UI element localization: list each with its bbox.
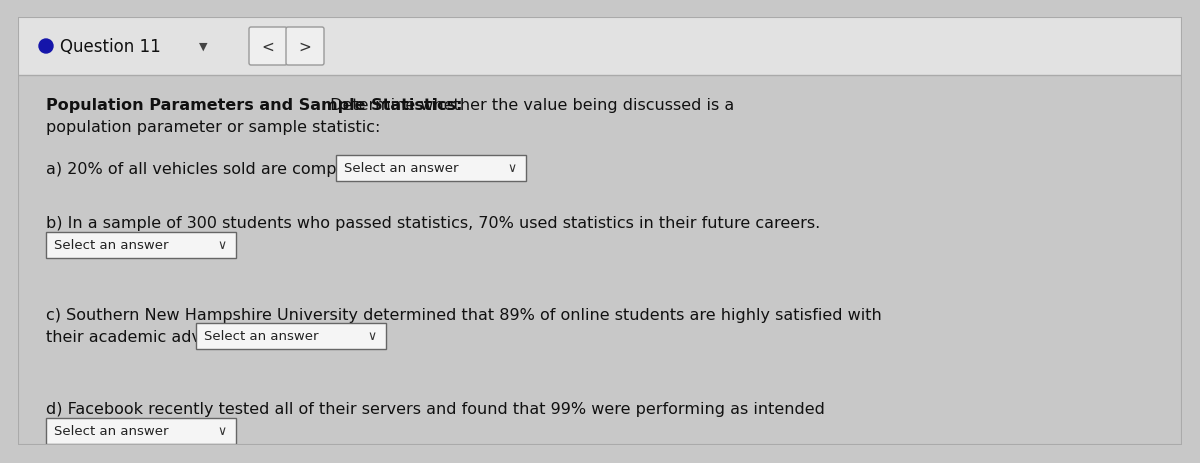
Text: b) In a sample of 300 students who passed statistics, 70% used statistics in the: b) In a sample of 300 students who passe…	[46, 216, 821, 231]
Text: Select an answer: Select an answer	[343, 162, 458, 175]
Text: ∨: ∨	[367, 330, 377, 343]
Text: ∨: ∨	[508, 162, 516, 175]
Text: a) 20% of all vehicles sold are compact cars.: a) 20% of all vehicles sold are compact …	[46, 162, 406, 176]
Bar	[46, 418, 236, 444]
Text: ▼: ▼	[199, 42, 208, 52]
Text: d) Facebook recently tested all of their servers and found that 99% were perform: d) Facebook recently tested all of their…	[46, 401, 824, 416]
Text: Select an answer: Select an answer	[54, 425, 168, 438]
FancyBboxPatch shape	[250, 28, 287, 66]
Bar	[18, 18, 1182, 76]
Text: c) Southern New Hampshire University determined that 89% of online students are : c) Southern New Hampshire University det…	[46, 307, 882, 322]
Text: ∨: ∨	[217, 239, 227, 252]
Text: Question 11: Question 11	[60, 38, 161, 56]
Text: Select an answer: Select an answer	[204, 330, 318, 343]
Bar	[336, 156, 526, 181]
Text: their academic advisor.: their academic advisor.	[46, 329, 234, 344]
Circle shape	[38, 40, 53, 54]
Text: Determine whether the value being discussed is a: Determine whether the value being discus…	[325, 98, 734, 113]
Text: >: >	[299, 39, 311, 54]
Text: <: <	[262, 39, 275, 54]
Bar	[196, 323, 386, 349]
Text: Select an answer: Select an answer	[54, 239, 168, 252]
Text: ∨: ∨	[217, 425, 227, 438]
Text: Population Parameters and Sample Statistics:: Population Parameters and Sample Statist…	[46, 98, 462, 113]
Text: population parameter or sample statistic:: population parameter or sample statistic…	[46, 120, 380, 135]
FancyBboxPatch shape	[286, 28, 324, 66]
Bar	[46, 232, 236, 258]
